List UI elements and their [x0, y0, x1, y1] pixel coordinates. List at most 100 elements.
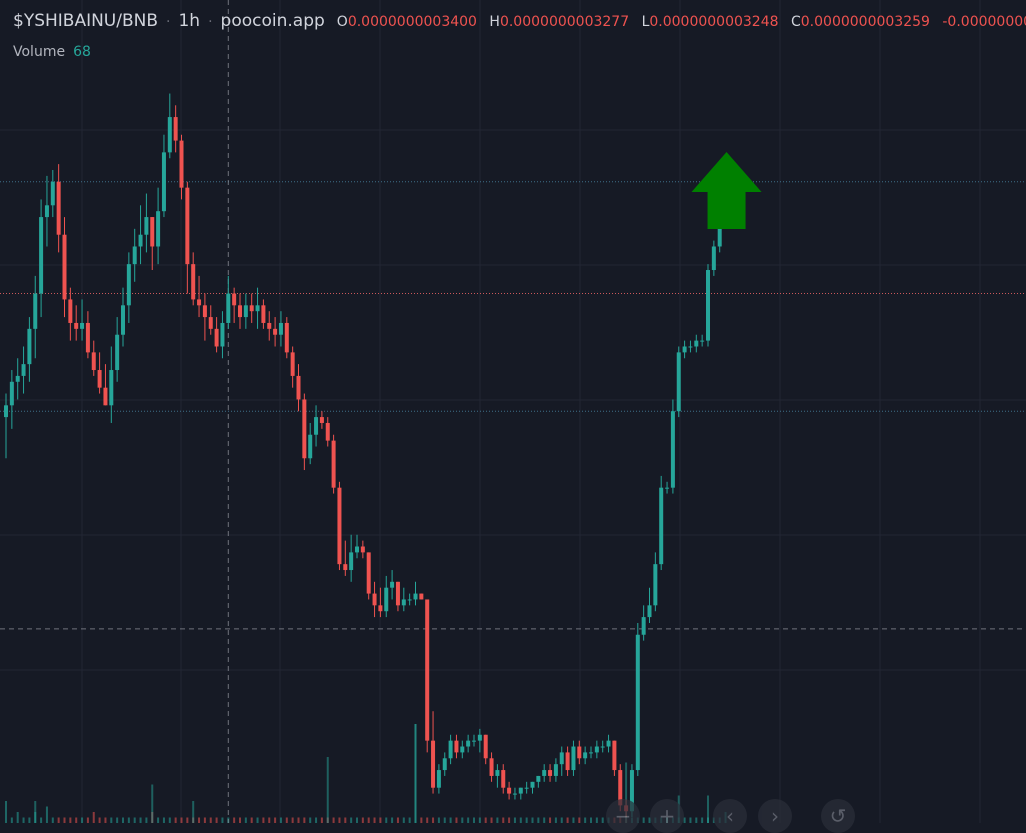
candle-body: [337, 487, 342, 565]
high-value: 0.0000000003277: [499, 14, 630, 30]
volume-bar: [420, 817, 423, 823]
volume-bar: [695, 817, 698, 823]
candle-body: [553, 764, 558, 776]
candle: [413, 581, 418, 606]
volume-label[interactable]: Volume: [13, 44, 66, 60]
volume-bar: [473, 817, 475, 823]
candle: [635, 622, 640, 776]
candle-body: [220, 322, 225, 347]
volume-bar: [566, 817, 569, 823]
candle: [220, 311, 225, 359]
candle: [331, 434, 336, 494]
candle: [132, 228, 137, 282]
candle-body: [565, 752, 570, 771]
candle: [21, 346, 26, 394]
candle-body: [629, 770, 634, 812]
candle: [542, 764, 547, 782]
candle-body: [103, 387, 108, 406]
candle: [273, 317, 278, 347]
zoom-out-button[interactable]: −: [606, 799, 640, 833]
candle: [583, 746, 588, 765]
candle-body: [495, 770, 500, 776]
candle-body: [15, 375, 20, 382]
candle-body: [711, 246, 716, 271]
volume-bar: [180, 817, 183, 823]
legend-separator: ·: [208, 14, 213, 30]
interval-label[interactable]: 1h: [178, 11, 201, 31]
candle: [659, 475, 664, 571]
candle-body: [355, 546, 359, 553]
candle-body: [331, 440, 336, 488]
candle-body: [325, 422, 330, 441]
candle-body: [419, 593, 424, 600]
candle: [91, 340, 96, 376]
candle-body: [548, 770, 553, 776]
volume-bar: [57, 817, 60, 823]
candle-body: [138, 234, 143, 247]
candle: [442, 752, 447, 776]
candle-body: [589, 752, 593, 754]
candle-body: [448, 740, 453, 759]
candle-body: [150, 217, 155, 247]
volume-bar: [315, 817, 318, 823]
candle: [448, 734, 453, 765]
candle: [466, 734, 471, 753]
symbol-label[interactable]: $YSHIBAINU/BNB: [13, 11, 159, 31]
volume-bar: [496, 817, 499, 823]
candle-body: [278, 322, 283, 335]
zoom-in-button[interactable]: +: [650, 799, 684, 833]
candle-body: [665, 487, 670, 489]
candle-body: [583, 752, 588, 759]
candle: [121, 287, 125, 347]
candle-body: [80, 322, 85, 329]
close-key: C: [790, 14, 801, 30]
candle: [530, 781, 535, 794]
candle: [337, 481, 342, 571]
volume-bar: [10, 817, 13, 823]
candle: [138, 205, 143, 265]
candle: [548, 764, 553, 782]
volume-bar: [344, 817, 347, 823]
scroll-back-button[interactable]: ‹: [713, 799, 747, 833]
volume-bar: [572, 817, 575, 823]
volume-bar: [239, 817, 241, 823]
scroll-forward-button[interactable]: ›: [758, 799, 792, 833]
candle: [501, 764, 506, 794]
volume-bar: [642, 817, 645, 823]
candle-body: [436, 770, 441, 788]
candle-body: [635, 634, 640, 771]
candle-body: [518, 787, 523, 794]
reset-chart-button[interactable]: ↺: [821, 799, 855, 833]
minus-icon: −: [614, 804, 632, 828]
candle: [694, 334, 699, 353]
volume-bar: [455, 817, 458, 823]
volume-bar: [168, 817, 171, 823]
candle: [50, 170, 55, 218]
candle-body: [577, 746, 582, 759]
candle-body: [238, 305, 242, 318]
volume-bar: [549, 817, 552, 823]
candle: [214, 317, 219, 353]
candle: [27, 317, 32, 382]
volume-bar: [683, 817, 686, 823]
candle: [325, 417, 330, 447]
candle-body: [378, 605, 383, 612]
candle: [314, 405, 319, 447]
volume-bar: [578, 817, 581, 823]
volume-bar: [338, 817, 341, 823]
volume-bar: [244, 817, 247, 823]
candle-body: [659, 487, 664, 565]
volume-bar: [554, 817, 557, 823]
volume-bar: [402, 817, 405, 823]
candle: [706, 264, 710, 347]
volume-bar: [145, 817, 148, 823]
candle: [366, 552, 371, 600]
candle-body: [706, 270, 710, 341]
candle: [612, 740, 617, 776]
volume-bar: [22, 817, 25, 823]
volume-bar: [81, 817, 84, 823]
candle-body: [594, 746, 599, 753]
candle: [472, 734, 476, 747]
candle: [454, 734, 459, 759]
